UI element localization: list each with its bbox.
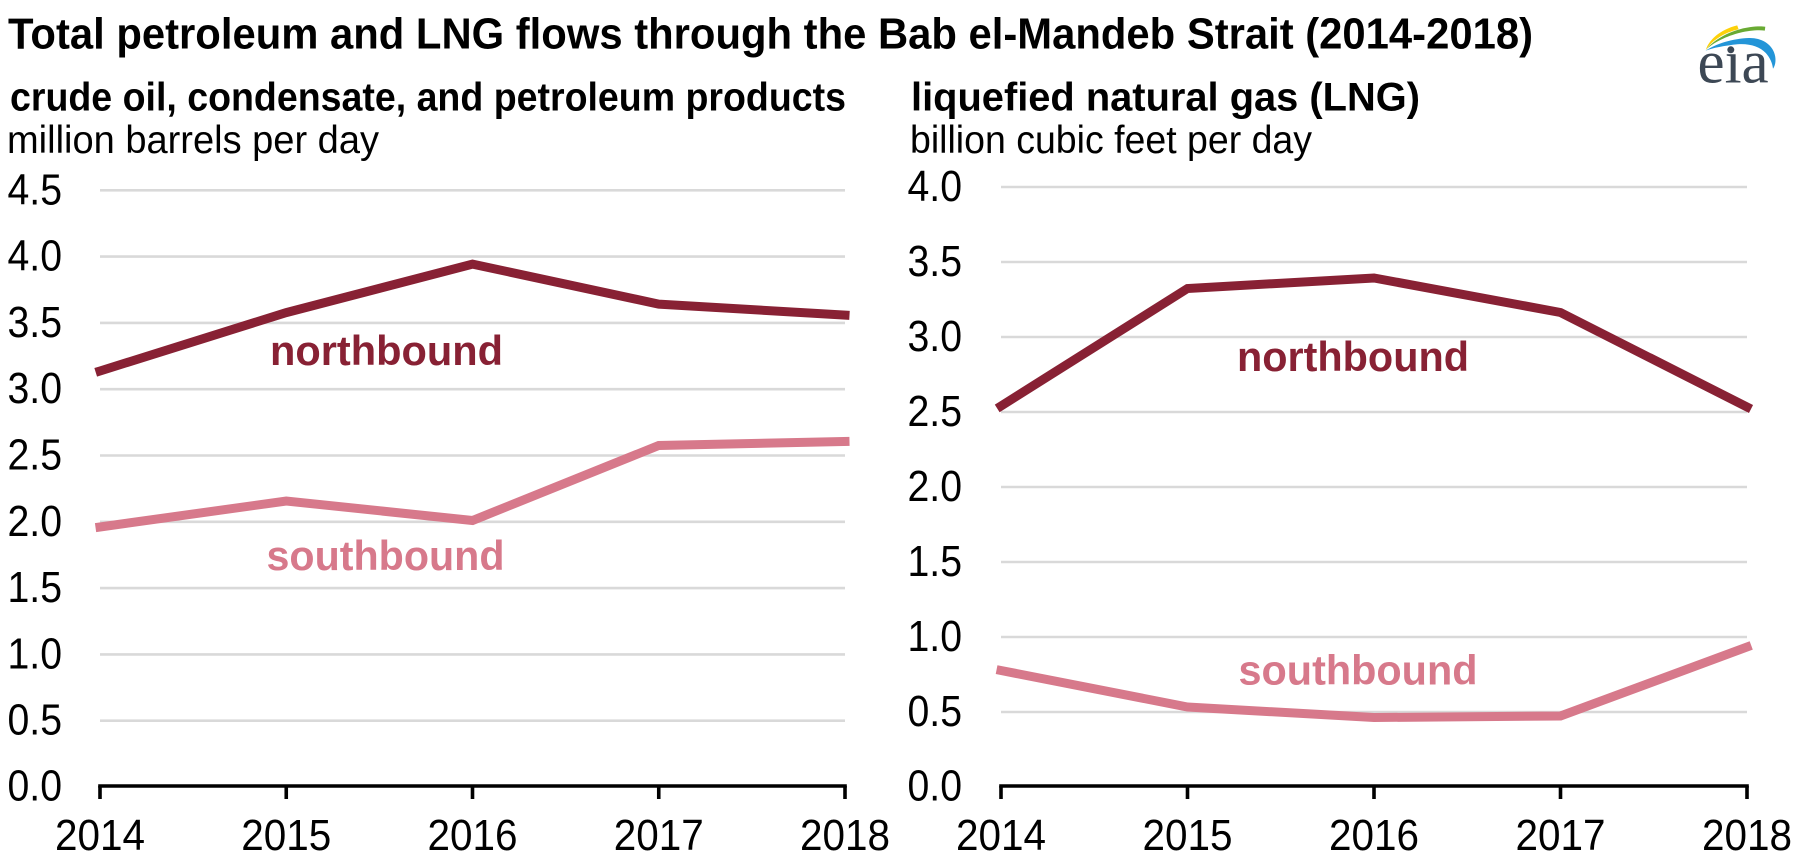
svg-text:2017: 2017 — [1516, 811, 1606, 860]
svg-text:2014: 2014 — [956, 811, 1046, 860]
svg-text:southbound: southbound — [1239, 647, 1478, 694]
svg-text:1.0: 1.0 — [908, 612, 963, 661]
svg-text:2014: 2014 — [55, 811, 145, 860]
svg-text:Total petroleum and LNG flows: Total petroleum and LNG flows through th… — [8, 10, 1533, 59]
svg-text:eıa: eıa — [1698, 30, 1769, 97]
svg-text:4.5: 4.5 — [8, 165, 63, 214]
svg-text:million barrels per day: million barrels per day — [7, 119, 379, 162]
svg-text:4.0: 4.0 — [8, 232, 63, 281]
svg-text:2.0: 2.0 — [8, 497, 63, 546]
svg-text:1.5: 1.5 — [908, 537, 963, 586]
svg-text:3.0: 3.0 — [908, 312, 963, 361]
svg-text:0.5: 0.5 — [908, 687, 963, 736]
svg-text:2.5: 2.5 — [908, 387, 963, 436]
svg-text:northbound: northbound — [1237, 333, 1469, 380]
svg-text:3.0: 3.0 — [8, 364, 63, 413]
svg-text:crude oil, condensate, and pet: crude oil, condensate, and petroleum pro… — [10, 76, 846, 120]
svg-text:0.0: 0.0 — [8, 762, 63, 811]
svg-text:3.5: 3.5 — [908, 237, 963, 286]
svg-text:2.5: 2.5 — [8, 431, 63, 480]
svg-text:liquefied natural gas (LNG): liquefied natural gas (LNG) — [911, 76, 1420, 120]
svg-text:1.5: 1.5 — [8, 563, 63, 612]
svg-text:northbound: northbound — [270, 327, 503, 374]
svg-text:3.5: 3.5 — [8, 298, 63, 347]
svg-text:2015: 2015 — [1143, 811, 1233, 860]
svg-text:4.0: 4.0 — [908, 162, 963, 211]
svg-text:billion cubic feet per day: billion cubic feet per day — [910, 119, 1312, 162]
svg-text:2015: 2015 — [241, 811, 331, 860]
svg-text:2018: 2018 — [1702, 811, 1792, 860]
svg-text:2016: 2016 — [1329, 811, 1419, 860]
svg-text:2018: 2018 — [800, 811, 890, 860]
svg-text:southbound: southbound — [267, 532, 505, 579]
svg-text:0.0: 0.0 — [908, 762, 963, 811]
svg-text:2.0: 2.0 — [908, 462, 963, 511]
svg-text:2017: 2017 — [614, 811, 704, 860]
svg-text:1.0: 1.0 — [8, 629, 63, 678]
svg-text:0.5: 0.5 — [8, 696, 63, 745]
svg-text:2016: 2016 — [428, 811, 518, 860]
